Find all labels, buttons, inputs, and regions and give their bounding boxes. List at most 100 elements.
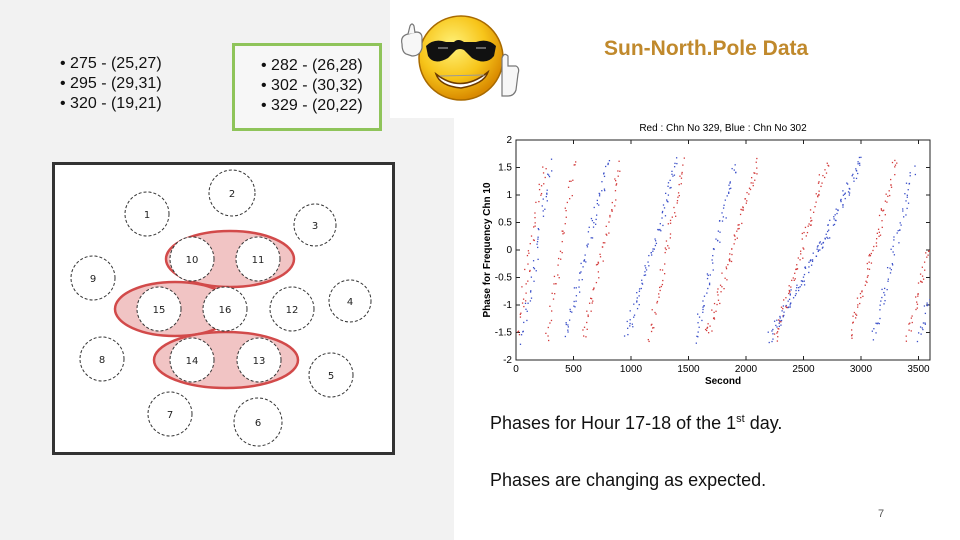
scatter-point bbox=[771, 330, 773, 332]
scatter-point bbox=[825, 172, 828, 174]
scatter-point bbox=[540, 192, 543, 195]
scatter-point bbox=[868, 268, 871, 270]
scatter-point bbox=[932, 243, 933, 244]
scatter-point bbox=[522, 298, 525, 300]
scatter-point bbox=[840, 199, 842, 201]
scatter-point bbox=[811, 259, 814, 261]
scatter-point bbox=[703, 295, 706, 297]
scatter-point bbox=[663, 207, 666, 209]
scatter-point bbox=[647, 338, 649, 341]
scatter-point bbox=[852, 321, 854, 323]
scatter-point bbox=[524, 302, 527, 305]
scatter-point bbox=[843, 193, 846, 195]
scatter-point bbox=[776, 332, 778, 334]
scatter-point bbox=[861, 291, 863, 293]
scatter-point bbox=[802, 247, 804, 249]
scatter-point bbox=[851, 337, 853, 339]
scatter-point bbox=[789, 304, 791, 306]
scatter-point bbox=[889, 272, 892, 274]
scatter-point bbox=[638, 290, 641, 292]
scatter-point bbox=[564, 335, 567, 338]
scatter-point bbox=[561, 240, 563, 243]
scatter-point bbox=[890, 269, 892, 271]
scatter-point bbox=[788, 285, 790, 287]
scatter-point bbox=[522, 331, 524, 333]
scatter-point bbox=[535, 201, 537, 204]
scatter-point bbox=[725, 217, 727, 219]
scatter-point bbox=[534, 216, 536, 219]
scatter-point bbox=[795, 289, 797, 292]
scatter-point bbox=[665, 240, 668, 242]
scatter-point bbox=[782, 315, 784, 317]
scatter-point bbox=[805, 235, 807, 237]
scatter-point bbox=[817, 196, 819, 198]
scatter-point bbox=[611, 210, 613, 212]
scatter-point bbox=[886, 201, 888, 203]
scatter-point bbox=[824, 238, 826, 240]
svg-text:8: 8 bbox=[99, 355, 105, 366]
scatter-point bbox=[781, 310, 783, 312]
scatter-point bbox=[626, 320, 628, 323]
scatter-point bbox=[596, 263, 599, 266]
scatter-point bbox=[697, 322, 699, 324]
scatter-point bbox=[808, 266, 810, 268]
scatter-point bbox=[573, 287, 576, 289]
scatter-point bbox=[537, 258, 539, 261]
scatter-point bbox=[572, 179, 574, 181]
scatter-point bbox=[737, 228, 739, 230]
diagram-circle-15: 15 bbox=[136, 286, 182, 332]
scatter-point bbox=[601, 246, 604, 248]
scatter-point bbox=[548, 174, 550, 176]
scatter-point bbox=[884, 294, 886, 296]
scatter-point bbox=[651, 309, 653, 311]
scatter-point bbox=[709, 274, 711, 276]
scatter-point bbox=[671, 173, 673, 175]
scatter-point bbox=[671, 216, 673, 218]
scatter-point bbox=[890, 178, 892, 181]
scatter-point bbox=[659, 286, 661, 289]
scatter-point bbox=[593, 222, 595, 224]
scatter-point bbox=[536, 243, 538, 245]
scatter-point bbox=[855, 170, 858, 172]
scatter-point bbox=[644, 274, 647, 276]
scatter-point bbox=[614, 205, 616, 207]
scatter-point bbox=[879, 304, 881, 306]
scatter-point bbox=[579, 272, 581, 274]
x-tick-label: 2000 bbox=[735, 364, 758, 375]
scatter-point bbox=[883, 209, 885, 211]
caption-phases-expected: Phases are changing as expected. bbox=[490, 470, 767, 490]
list-item: • 329 - (20,22) bbox=[261, 97, 363, 114]
scatter-point bbox=[788, 292, 790, 295]
scatter-point bbox=[636, 301, 638, 303]
scatter-point bbox=[669, 187, 671, 189]
scatter-point bbox=[736, 237, 738, 239]
scatter-point bbox=[517, 331, 519, 333]
scatter-point bbox=[870, 262, 873, 264]
scatter-point bbox=[719, 241, 721, 243]
scatter-point bbox=[717, 294, 719, 296]
diagram-circle-7: 7 bbox=[147, 391, 193, 437]
scatter-point bbox=[716, 239, 719, 242]
scatter-point bbox=[591, 237, 594, 239]
scatter-point bbox=[538, 228, 540, 231]
scatter-point bbox=[893, 236, 895, 238]
scatter-point bbox=[785, 297, 787, 299]
scatter-point bbox=[709, 325, 711, 327]
scatter-point bbox=[875, 322, 877, 324]
scatter-point bbox=[733, 243, 735, 245]
scatter-point bbox=[835, 208, 837, 210]
scatter-point bbox=[590, 297, 592, 299]
scatter-point bbox=[787, 300, 789, 302]
scatter-point bbox=[682, 164, 684, 166]
scatter-point bbox=[547, 173, 549, 175]
scatter-point bbox=[702, 308, 704, 311]
scatter-point bbox=[866, 262, 868, 265]
scatter-point bbox=[593, 206, 595, 209]
scatter-point bbox=[599, 253, 601, 255]
scatter-point bbox=[542, 210, 544, 212]
scatter-point bbox=[733, 234, 735, 236]
scatter-point bbox=[856, 297, 859, 299]
scatter-point bbox=[706, 273, 709, 275]
scatter-point bbox=[586, 244, 588, 246]
scatter-point bbox=[711, 259, 713, 261]
